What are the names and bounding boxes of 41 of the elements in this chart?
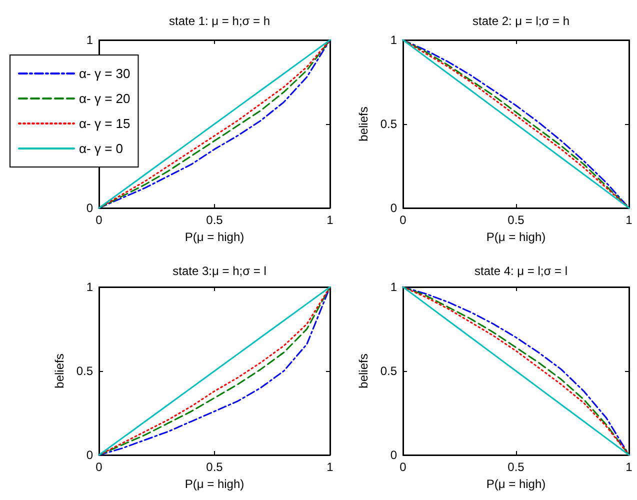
x-axis-title: P(μ = high) xyxy=(486,230,546,244)
x-tick-label: 0.5 xyxy=(206,213,224,227)
x-tick-label: 1 xyxy=(626,213,633,227)
x-tick-label: 1 xyxy=(326,460,334,474)
y-tick-label: 0.5 xyxy=(76,364,94,378)
legend-label: α- γ = 15 xyxy=(79,116,130,131)
line-series xyxy=(402,286,630,456)
y-tick-label: 1 xyxy=(390,280,398,294)
y-axis-title: beliefs xyxy=(356,106,370,142)
legend-label: α- γ = 20 xyxy=(79,91,130,106)
x-tick-label: 0 xyxy=(96,460,103,474)
legend-label: α- γ = 30 xyxy=(79,66,130,81)
x-tick-label: 0 xyxy=(400,213,407,227)
y-tick-label: 0 xyxy=(86,448,94,462)
x-axis-title: P(μ = high) xyxy=(184,476,244,491)
y-tick-label: 0 xyxy=(390,201,398,215)
x-tick-label: 0 xyxy=(400,460,407,474)
chart-title: state 2: μ = l;σ = h xyxy=(472,14,570,28)
y-tick-label: 1 xyxy=(390,33,398,47)
y-tick-label: 1 xyxy=(86,33,94,47)
y-tick-label: 1 xyxy=(86,280,94,294)
x-tick-label: 0.5 xyxy=(206,460,224,474)
y-tick-label: 0.5 xyxy=(380,364,398,378)
x-tick-label: 0.5 xyxy=(508,213,525,227)
x-tick-label: 1 xyxy=(626,460,633,474)
y-tick-label: 0.5 xyxy=(380,117,398,131)
chart-title: state 1: μ = h;σ = h xyxy=(168,14,270,28)
chart-title: state 4: μ = l;σ = l xyxy=(474,264,568,278)
legend-label: α- γ = 0 xyxy=(79,141,124,156)
x-tick-label: 1 xyxy=(326,213,334,227)
y-axis-title: beliefs xyxy=(356,354,370,388)
y-axis-title: beliefs xyxy=(52,354,66,388)
y-tick-label: 0 xyxy=(86,201,94,215)
x-axis-title: P(μ = high) xyxy=(486,476,546,491)
line-series xyxy=(402,39,630,209)
x-axis-title: P(μ = high) xyxy=(184,230,244,244)
chart-title: state 3:μ = h;σ = l xyxy=(172,264,266,278)
x-tick-label: 0.5 xyxy=(508,460,525,474)
y-tick-label: 0 xyxy=(390,448,398,462)
x-tick-label: 0 xyxy=(96,213,103,227)
line-series xyxy=(98,286,331,456)
